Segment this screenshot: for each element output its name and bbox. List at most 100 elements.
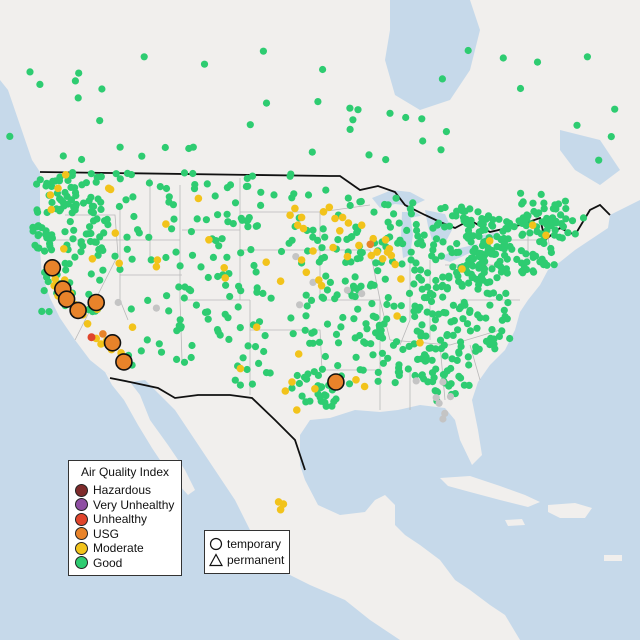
legend-item-unhealthy: Unhealthy	[75, 512, 175, 527]
station-marker-good	[450, 317, 458, 325]
station-marker-good	[270, 191, 278, 199]
station-marker-good	[495, 332, 503, 340]
station-marker-good	[302, 291, 310, 299]
station-marker-good	[300, 373, 309, 381]
station-marker-good	[288, 194, 296, 202]
station-marker-good	[93, 215, 101, 223]
station-marker-usg-temporary	[87, 293, 105, 312]
station-marker-good	[214, 272, 222, 281]
station-marker-good	[197, 263, 205, 271]
station-marker-good	[308, 148, 316, 156]
station-marker-good	[354, 305, 362, 313]
station-marker-good	[213, 326, 222, 334]
us-mexico-border	[109, 377, 306, 471]
station-marker-moderate	[458, 265, 466, 273]
station-marker-good	[472, 347, 480, 355]
station-marker-good	[49, 177, 57, 185]
station-marker-good	[180, 358, 189, 366]
station-marker-good	[424, 283, 432, 291]
station-marker-good	[234, 303, 242, 311]
station-marker-good	[466, 327, 474, 335]
station-marker-good	[87, 270, 95, 278]
station-marker-good	[381, 275, 389, 283]
station-marker-good	[255, 318, 264, 326]
station-marker-good	[411, 371, 419, 380]
station-marker-good	[45, 308, 53, 316]
triangle-icon	[209, 553, 223, 567]
station-marker-good	[457, 338, 465, 346]
station-marker-good	[432, 235, 441, 243]
station-marker-good	[449, 331, 457, 339]
station-marker-good	[309, 226, 317, 234]
station-marker-good	[244, 342, 252, 350]
station-marker-good	[48, 231, 56, 239]
station-marker-good	[236, 381, 244, 389]
station-marker-good	[547, 248, 556, 257]
station-marker-good	[31, 241, 39, 249]
station-marker-good	[92, 238, 100, 246]
station-marker-good	[395, 368, 404, 376]
station-marker-good	[358, 249, 366, 257]
station-marker-moderate	[293, 221, 302, 229]
station-marker-good	[493, 260, 502, 269]
station-marker-good	[474, 285, 482, 293]
station-marker-good	[304, 247, 312, 255]
station-marker-good	[157, 348, 166, 356]
station-marker-good	[579, 214, 588, 222]
station-marker-good	[435, 219, 443, 227]
station-marker-good	[417, 266, 425, 274]
station-marker-good	[68, 209, 76, 217]
station-marker-good	[202, 216, 210, 224]
station-marker-good	[289, 330, 297, 338]
station-marker-good	[162, 253, 170, 262]
station-marker-good	[302, 312, 310, 320]
station-marker-good	[42, 230, 50, 238]
station-marker-good	[237, 287, 245, 295]
station-marker-good	[469, 232, 477, 240]
station-marker-good	[427, 297, 436, 306]
station-marker-good	[568, 217, 577, 225]
station-marker-good	[99, 266, 107, 274]
station-marker-good	[374, 377, 382, 385]
station-marker-good	[306, 339, 314, 347]
station-marker-good	[446, 245, 454, 253]
station-marker-good	[321, 391, 329, 399]
station-marker-good	[462, 232, 470, 241]
station-marker-good	[247, 246, 255, 254]
station-marker-good	[474, 208, 482, 216]
station-marker-good	[454, 272, 462, 280]
legend-label: Good	[93, 555, 123, 570]
station-marker-good	[94, 251, 102, 259]
puerto-rico-land	[604, 555, 622, 561]
station-marker-good	[304, 191, 313, 199]
station-marker-good	[47, 246, 56, 254]
station-marker-good	[480, 268, 488, 276]
station-marker-good	[100, 229, 108, 237]
station-marker-good	[429, 324, 437, 332]
station-marker-good	[71, 253, 79, 261]
station-marker-good	[77, 248, 85, 256]
station-marker-good	[551, 201, 559, 209]
station-marker-good	[424, 269, 432, 277]
station-marker-moderate	[373, 248, 381, 256]
station-marker-good	[486, 278, 494, 286]
station-marker-good	[389, 341, 398, 349]
station-marker-good	[322, 272, 330, 280]
station-marker-moderate	[162, 220, 170, 228]
station-marker-good	[486, 301, 494, 309]
station-marker-good	[214, 211, 222, 219]
station-marker-good	[418, 115, 426, 123]
station-marker-good	[326, 278, 334, 286]
station-marker-good	[503, 218, 511, 226]
station-marker-usg-temporary	[115, 353, 133, 371]
station-marker-good	[339, 313, 347, 322]
station-marker-good	[390, 302, 398, 310]
station-marker-good	[78, 155, 86, 164]
station-marker-good	[250, 261, 258, 270]
station-marker-good	[189, 169, 197, 178]
station-marker-good	[253, 222, 261, 230]
station-marker-good	[519, 230, 527, 238]
station-marker-moderate	[355, 241, 363, 250]
station-marker-good	[314, 371, 322, 379]
station-marker-good	[374, 368, 382, 376]
